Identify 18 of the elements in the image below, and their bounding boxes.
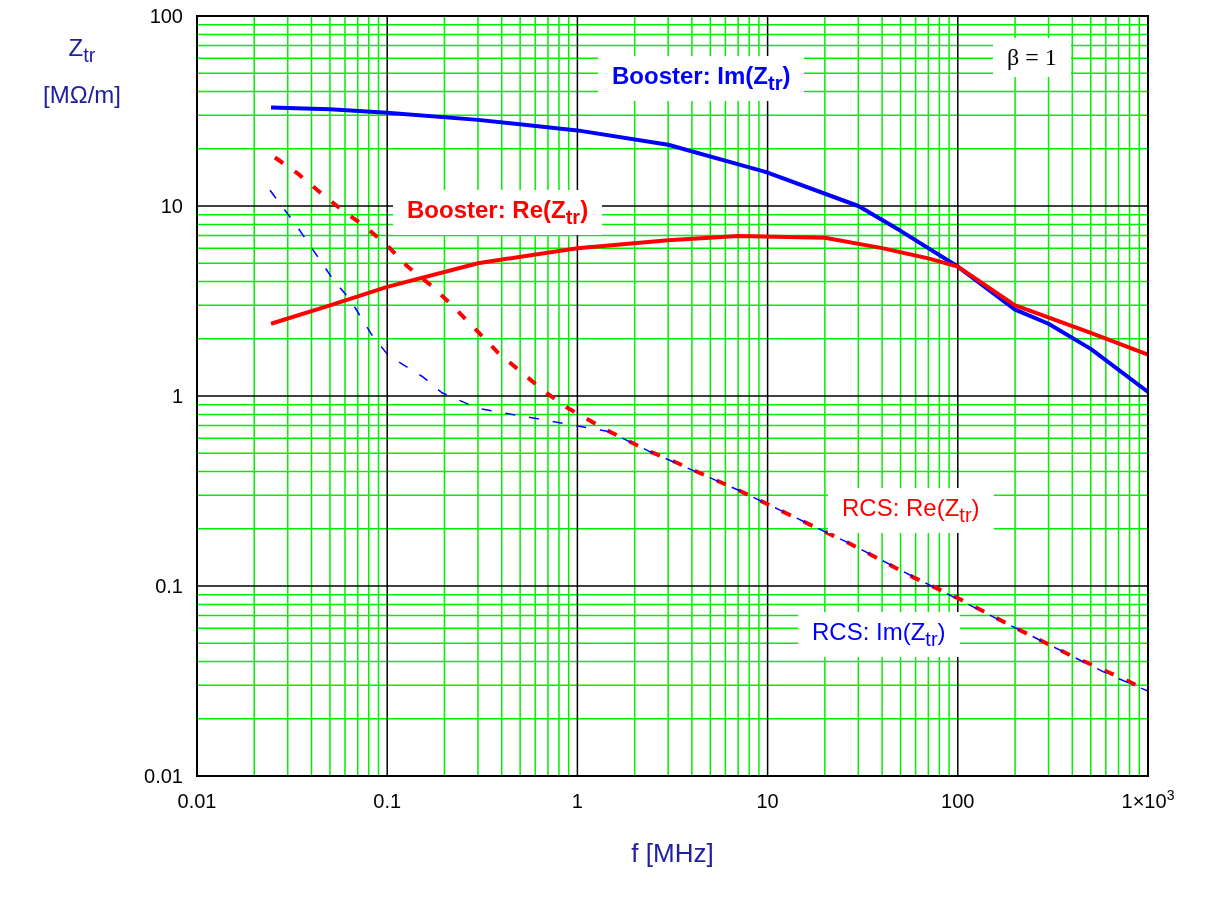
x-tick-label: 0.01 <box>177 790 217 812</box>
y-tick-label: 0.01 <box>144 765 183 787</box>
x-tick-label: 0.1 <box>373 790 402 812</box>
y-axis-title: Z$_{tr}$ [MΩ/m] <box>42 33 122 110</box>
x-tick-label: 1 <box>571 790 583 812</box>
series-label: Booster: Im(Z$_{tr}$) <box>612 62 791 95</box>
y-tick-label: 1 <box>171 385 183 407</box>
annotation: β = 1 <box>993 38 1071 77</box>
x-axis-title: f [MHz] <box>630 838 715 869</box>
x-tick-label: 10 <box>756 790 779 812</box>
series-label: RCS: Im(Z$_{tr}$) <box>812 618 946 651</box>
x-tick-label: 100 <box>941 790 975 812</box>
series-label: RCS: Re(Z$_{tr}$) <box>842 494 980 527</box>
y-tick-label: 0.1 <box>155 575 183 597</box>
x-tick-label: 1×10$^{3}$ <box>1121 787 1175 812</box>
y-tick-label: 100 <box>149 5 183 27</box>
y-tick-label: 10 <box>160 195 183 217</box>
series-label: Booster: Re(Z$_{tr}$) <box>407 196 589 229</box>
